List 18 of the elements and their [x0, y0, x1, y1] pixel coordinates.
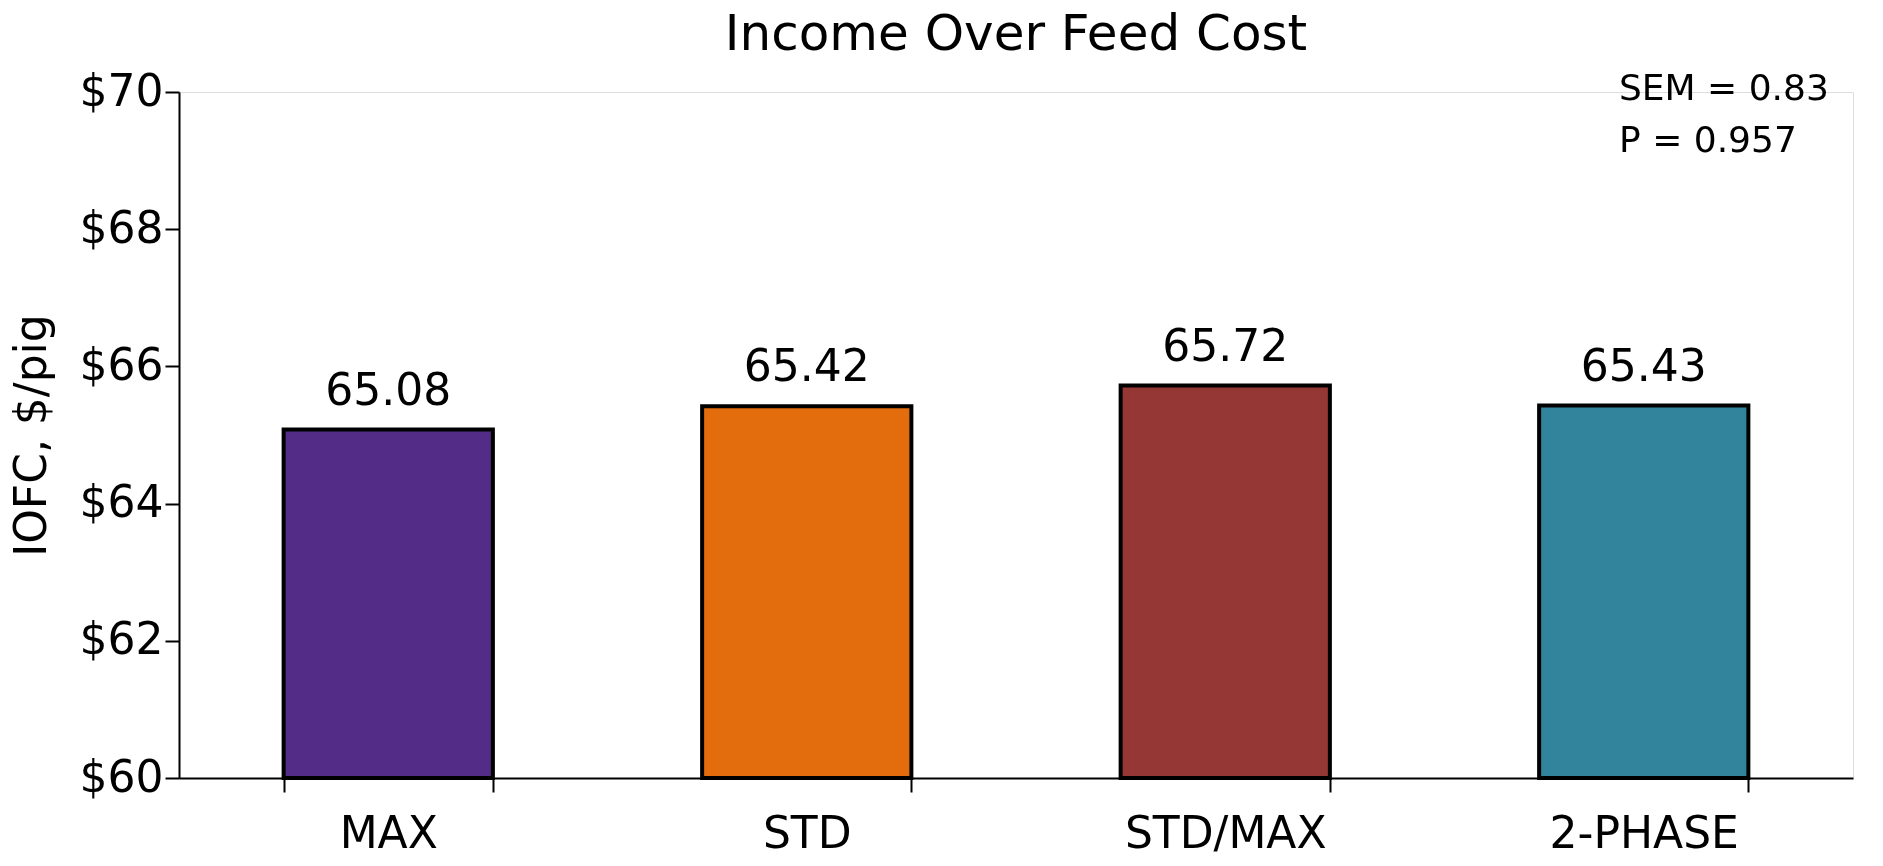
annotation: P = 0.957 — [1619, 119, 1797, 160]
data-label: 65.08 — [325, 363, 452, 415]
x-tick-label: MAX — [339, 806, 438, 858]
y-tick-label: $70 — [79, 64, 164, 116]
data-label: 65.72 — [1162, 319, 1289, 371]
y-tick-label: $66 — [79, 338, 164, 390]
annotation: SEM = 0.83 — [1619, 67, 1829, 108]
data-label: 65.42 — [743, 340, 870, 392]
y-tick-label: $60 — [79, 750, 164, 802]
y-tick-label: $62 — [79, 613, 164, 665]
y-tick-label: $64 — [79, 476, 164, 528]
x-tick-label: 2-PHASE — [1549, 806, 1739, 858]
x-tick-label: STD/MAX — [1124, 806, 1327, 858]
x-tick-label: STD — [762, 806, 852, 858]
y-axis-title: IOFC, $/pig — [4, 314, 56, 557]
data-label: 65.43 — [1580, 339, 1707, 391]
y-tick-label: $68 — [79, 201, 164, 253]
chart-title: Income Over Feed Cost — [724, 4, 1308, 62]
